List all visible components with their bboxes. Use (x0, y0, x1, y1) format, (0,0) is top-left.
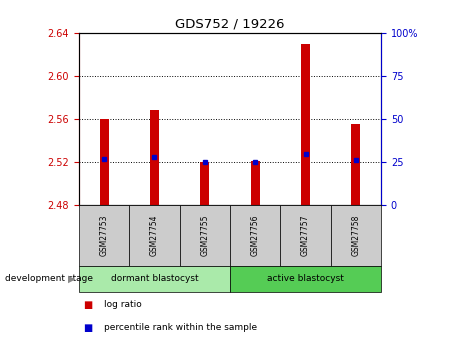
Text: GSM27754: GSM27754 (150, 215, 159, 256)
Text: percentile rank within the sample: percentile rank within the sample (104, 323, 257, 332)
Text: GSM27757: GSM27757 (301, 215, 310, 256)
Bar (150, 110, 159, 205)
Text: GSM27758: GSM27758 (351, 215, 360, 256)
Text: ■: ■ (83, 300, 93, 310)
Text: GSM27756: GSM27756 (251, 215, 260, 256)
Title: GDS752 / 19226: GDS752 / 19226 (175, 17, 285, 30)
Text: dormant blastocyst: dormant blastocyst (110, 274, 198, 283)
Bar (351, 125, 360, 205)
Text: ■: ■ (83, 323, 93, 333)
Text: development stage: development stage (5, 274, 92, 283)
Bar (100, 119, 109, 205)
Text: log ratio: log ratio (104, 300, 142, 309)
Text: GSM27753: GSM27753 (100, 215, 109, 256)
Bar (200, 162, 209, 205)
Bar (301, 43, 310, 205)
Text: GSM27755: GSM27755 (200, 215, 209, 256)
Text: ▶: ▶ (69, 274, 76, 284)
Bar (251, 161, 260, 205)
Text: active blastocyst: active blastocyst (267, 274, 344, 283)
